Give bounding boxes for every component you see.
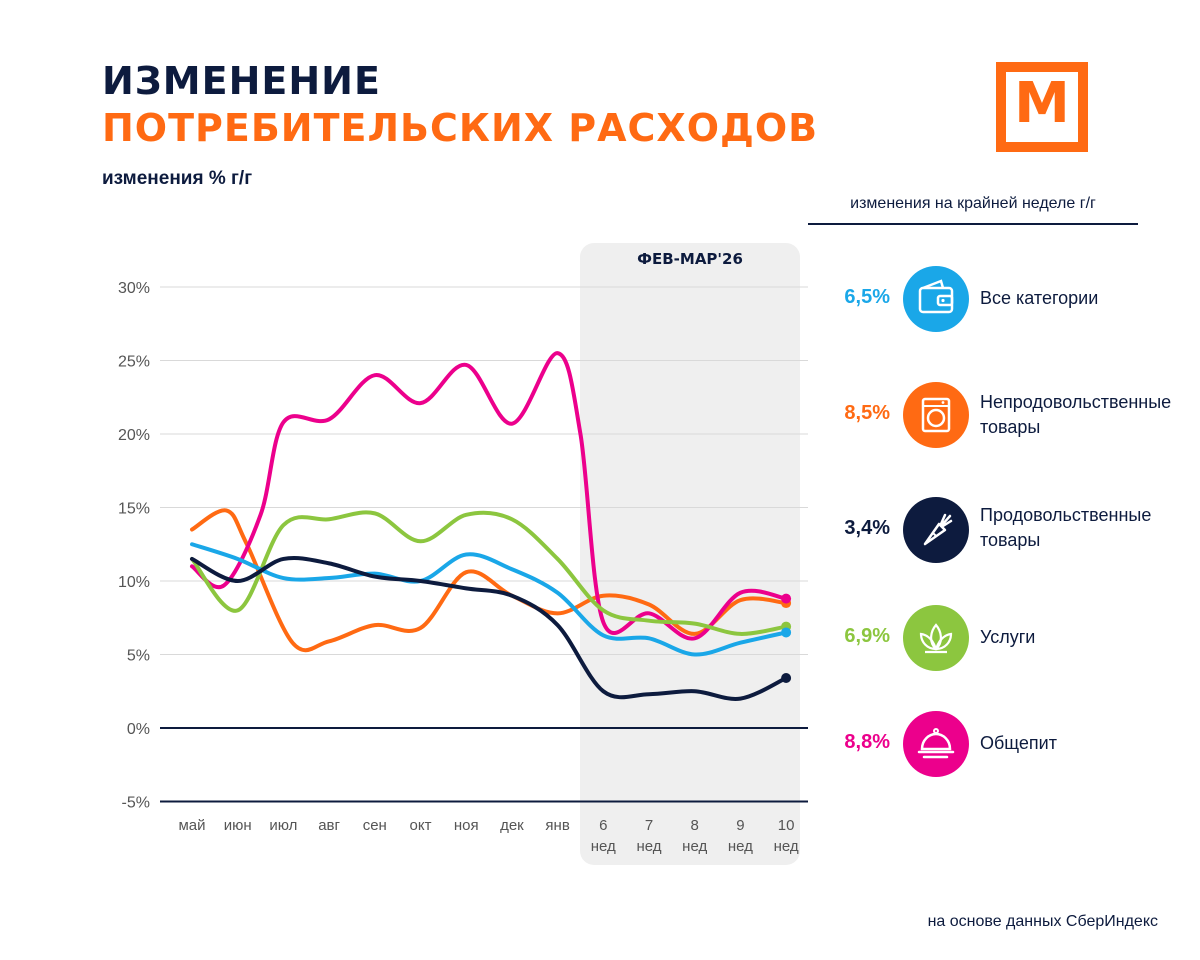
title-line2: ПОТРЕБИТЕЛЬСКИХ РАСХОДОВ (102, 106, 819, 150)
lotus-icon (903, 605, 969, 671)
y-tick-label: 5% (127, 648, 150, 665)
x-tick-label: нед (774, 838, 799, 855)
series-line (190, 510, 789, 636)
legend-item-all: 6,5% Все категории (808, 266, 1198, 332)
y-tick-label: 25% (118, 354, 150, 371)
legend-value: 6,5% (844, 286, 890, 308)
y-tick-label: 10% (118, 574, 150, 591)
source-note: на основе данных СберИндекс (927, 913, 1158, 930)
legend-item-nonfood: 8,5% Непродовольственные товары (808, 382, 1198, 448)
x-tick-label: дек (500, 817, 524, 834)
legend-heading: изменения на крайней неделе г/г (808, 195, 1138, 225)
series-end-point (781, 593, 792, 604)
x-tick-label: нед (728, 838, 753, 855)
legend-value: 8,5% (844, 402, 890, 424)
legend-label: Непродовольственные товары (980, 392, 1172, 437)
legend-label: Общепит (980, 733, 1057, 753)
legend-item-food: 3,4% Продовольственные товары (808, 497, 1198, 563)
title-line1: ИЗМЕНЕНИЕ (102, 59, 381, 103)
x-tick-label: 6 (599, 817, 607, 834)
y-tick-label: -5% (122, 795, 150, 812)
x-tick-label: сен (363, 817, 387, 834)
x-tick-label: май (178, 817, 205, 834)
x-tick-label: ноя (454, 817, 479, 834)
cloche-icon (903, 711, 969, 777)
shaded-period-label: ФЕВ-МАР'26 (637, 250, 743, 268)
series-end-point (781, 673, 792, 684)
x-tick-label: нед (636, 838, 661, 855)
y-tick-label: 15% (118, 501, 150, 518)
x-tick-label: окт (410, 817, 432, 834)
legend-value: 6,9% (844, 625, 890, 647)
y-tick-label: 0% (127, 721, 150, 738)
legend-label: Услуги (980, 627, 1036, 647)
legend-value: 3,4% (844, 517, 890, 539)
legend-label: Все категории (980, 288, 1099, 308)
shaded-period (580, 243, 800, 865)
chart-subtitle: изменения % г/г (102, 168, 253, 189)
x-tick-label: 9 (736, 817, 744, 834)
legend-item-catering: 8,8% Общепит (808, 711, 1198, 777)
legend-item-services: 6,9% Услуги (808, 605, 1198, 671)
washing-machine-icon (903, 382, 969, 448)
series-line (190, 555, 789, 701)
x-tick-label: 7 (645, 817, 653, 834)
carrot-icon (903, 497, 969, 563)
x-tick-label: июл (269, 817, 297, 834)
series-line (190, 542, 789, 657)
x-tick-label: авг (318, 817, 340, 834)
x-tick-label: нед (591, 838, 616, 855)
legend-label: Продовольственные товары (980, 505, 1152, 550)
brand-logo: М (996, 62, 1088, 152)
x-tick-label: 8 (691, 817, 699, 834)
x-tick-label: янв (545, 817, 569, 834)
wallet-icon (903, 266, 969, 332)
legend-value: 8,8% (844, 731, 890, 753)
logo-letter: М (1014, 71, 1070, 136)
y-tick-label: 20% (118, 427, 150, 444)
x-tick-label: июн (224, 817, 252, 834)
x-tick-label: нед (682, 838, 707, 855)
series-end-point (781, 627, 792, 638)
y-tick-label: 30% (118, 280, 150, 297)
series-line (190, 351, 789, 641)
x-tick-label: 10 (778, 817, 795, 834)
